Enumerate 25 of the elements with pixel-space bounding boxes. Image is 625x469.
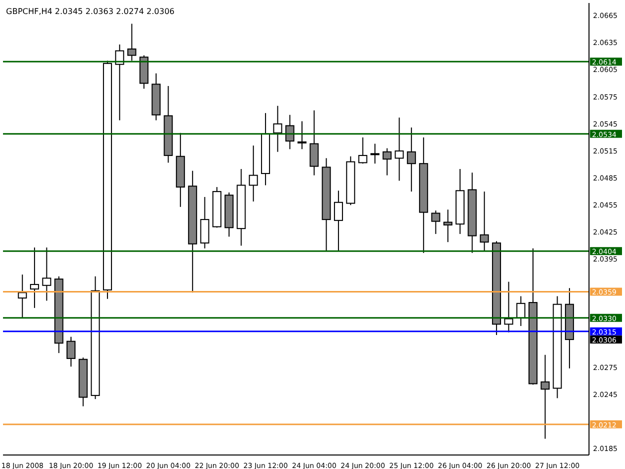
text: GBPCHF,H4 2.0345 2.0363 2.0274 2.0306 bbox=[6, 7, 175, 16]
candlestick bbox=[370, 143, 380, 164]
candlestick bbox=[480, 191, 489, 252]
candlestick bbox=[504, 281, 514, 333]
candlestick bbox=[406, 127, 416, 192]
candlestick bbox=[42, 246, 52, 302]
candlestick bbox=[431, 210, 440, 234]
candlestick bbox=[273, 105, 282, 152]
candlestick bbox=[127, 23, 136, 62]
candlestick bbox=[334, 190, 343, 252]
candlestick bbox=[310, 110, 319, 176]
candlestick bbox=[200, 196, 210, 249]
candlestick bbox=[285, 114, 294, 150]
candlestick bbox=[18, 274, 27, 318]
candlestick bbox=[540, 354, 550, 440]
candlestick bbox=[248, 145, 258, 202]
candlestick bbox=[443, 209, 452, 243]
candlestick bbox=[66, 336, 76, 368]
candlestick bbox=[298, 120, 306, 150]
candlestick bbox=[382, 148, 392, 176]
candlestick bbox=[30, 246, 40, 308]
candlestick bbox=[516, 296, 526, 326]
candlestick bbox=[115, 44, 124, 121]
candlestick bbox=[394, 117, 404, 182]
candlestick bbox=[358, 136, 368, 164]
